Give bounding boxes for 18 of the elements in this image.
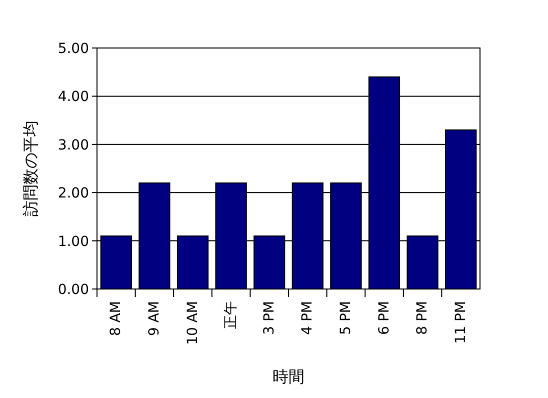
- x-tick-label: 5 PM: [338, 301, 354, 335]
- y-tick-label: 0.00: [58, 282, 89, 298]
- y-tick-label: 4.00: [58, 89, 89, 106]
- x-axis-title: 時間: [272, 367, 304, 386]
- x-tick-label: 3 PM: [261, 301, 278, 335]
- y-axis-title: 訪問数の平均: [21, 120, 40, 216]
- x-tick-label: 9 AM: [146, 301, 162, 336]
- x-tick-label: 正午: [223, 301, 240, 329]
- y-tick-label: 5.00: [58, 41, 89, 57]
- x-tick-label: 8 AM: [108, 301, 124, 336]
- x-tick-label: 4 PM: [300, 301, 316, 335]
- x-tick-label: 10 AM: [184, 301, 201, 345]
- x-tick-label: 6 PM: [376, 301, 392, 335]
- x-tick-label: 8 PM: [414, 301, 431, 335]
- x-tick-label: 11 PM: [452, 301, 469, 344]
- y-tick-label: 3.00: [58, 137, 89, 154]
- y-tick-label: 2.00: [58, 186, 89, 202]
- y-tick-label: 1.00: [58, 234, 89, 250]
